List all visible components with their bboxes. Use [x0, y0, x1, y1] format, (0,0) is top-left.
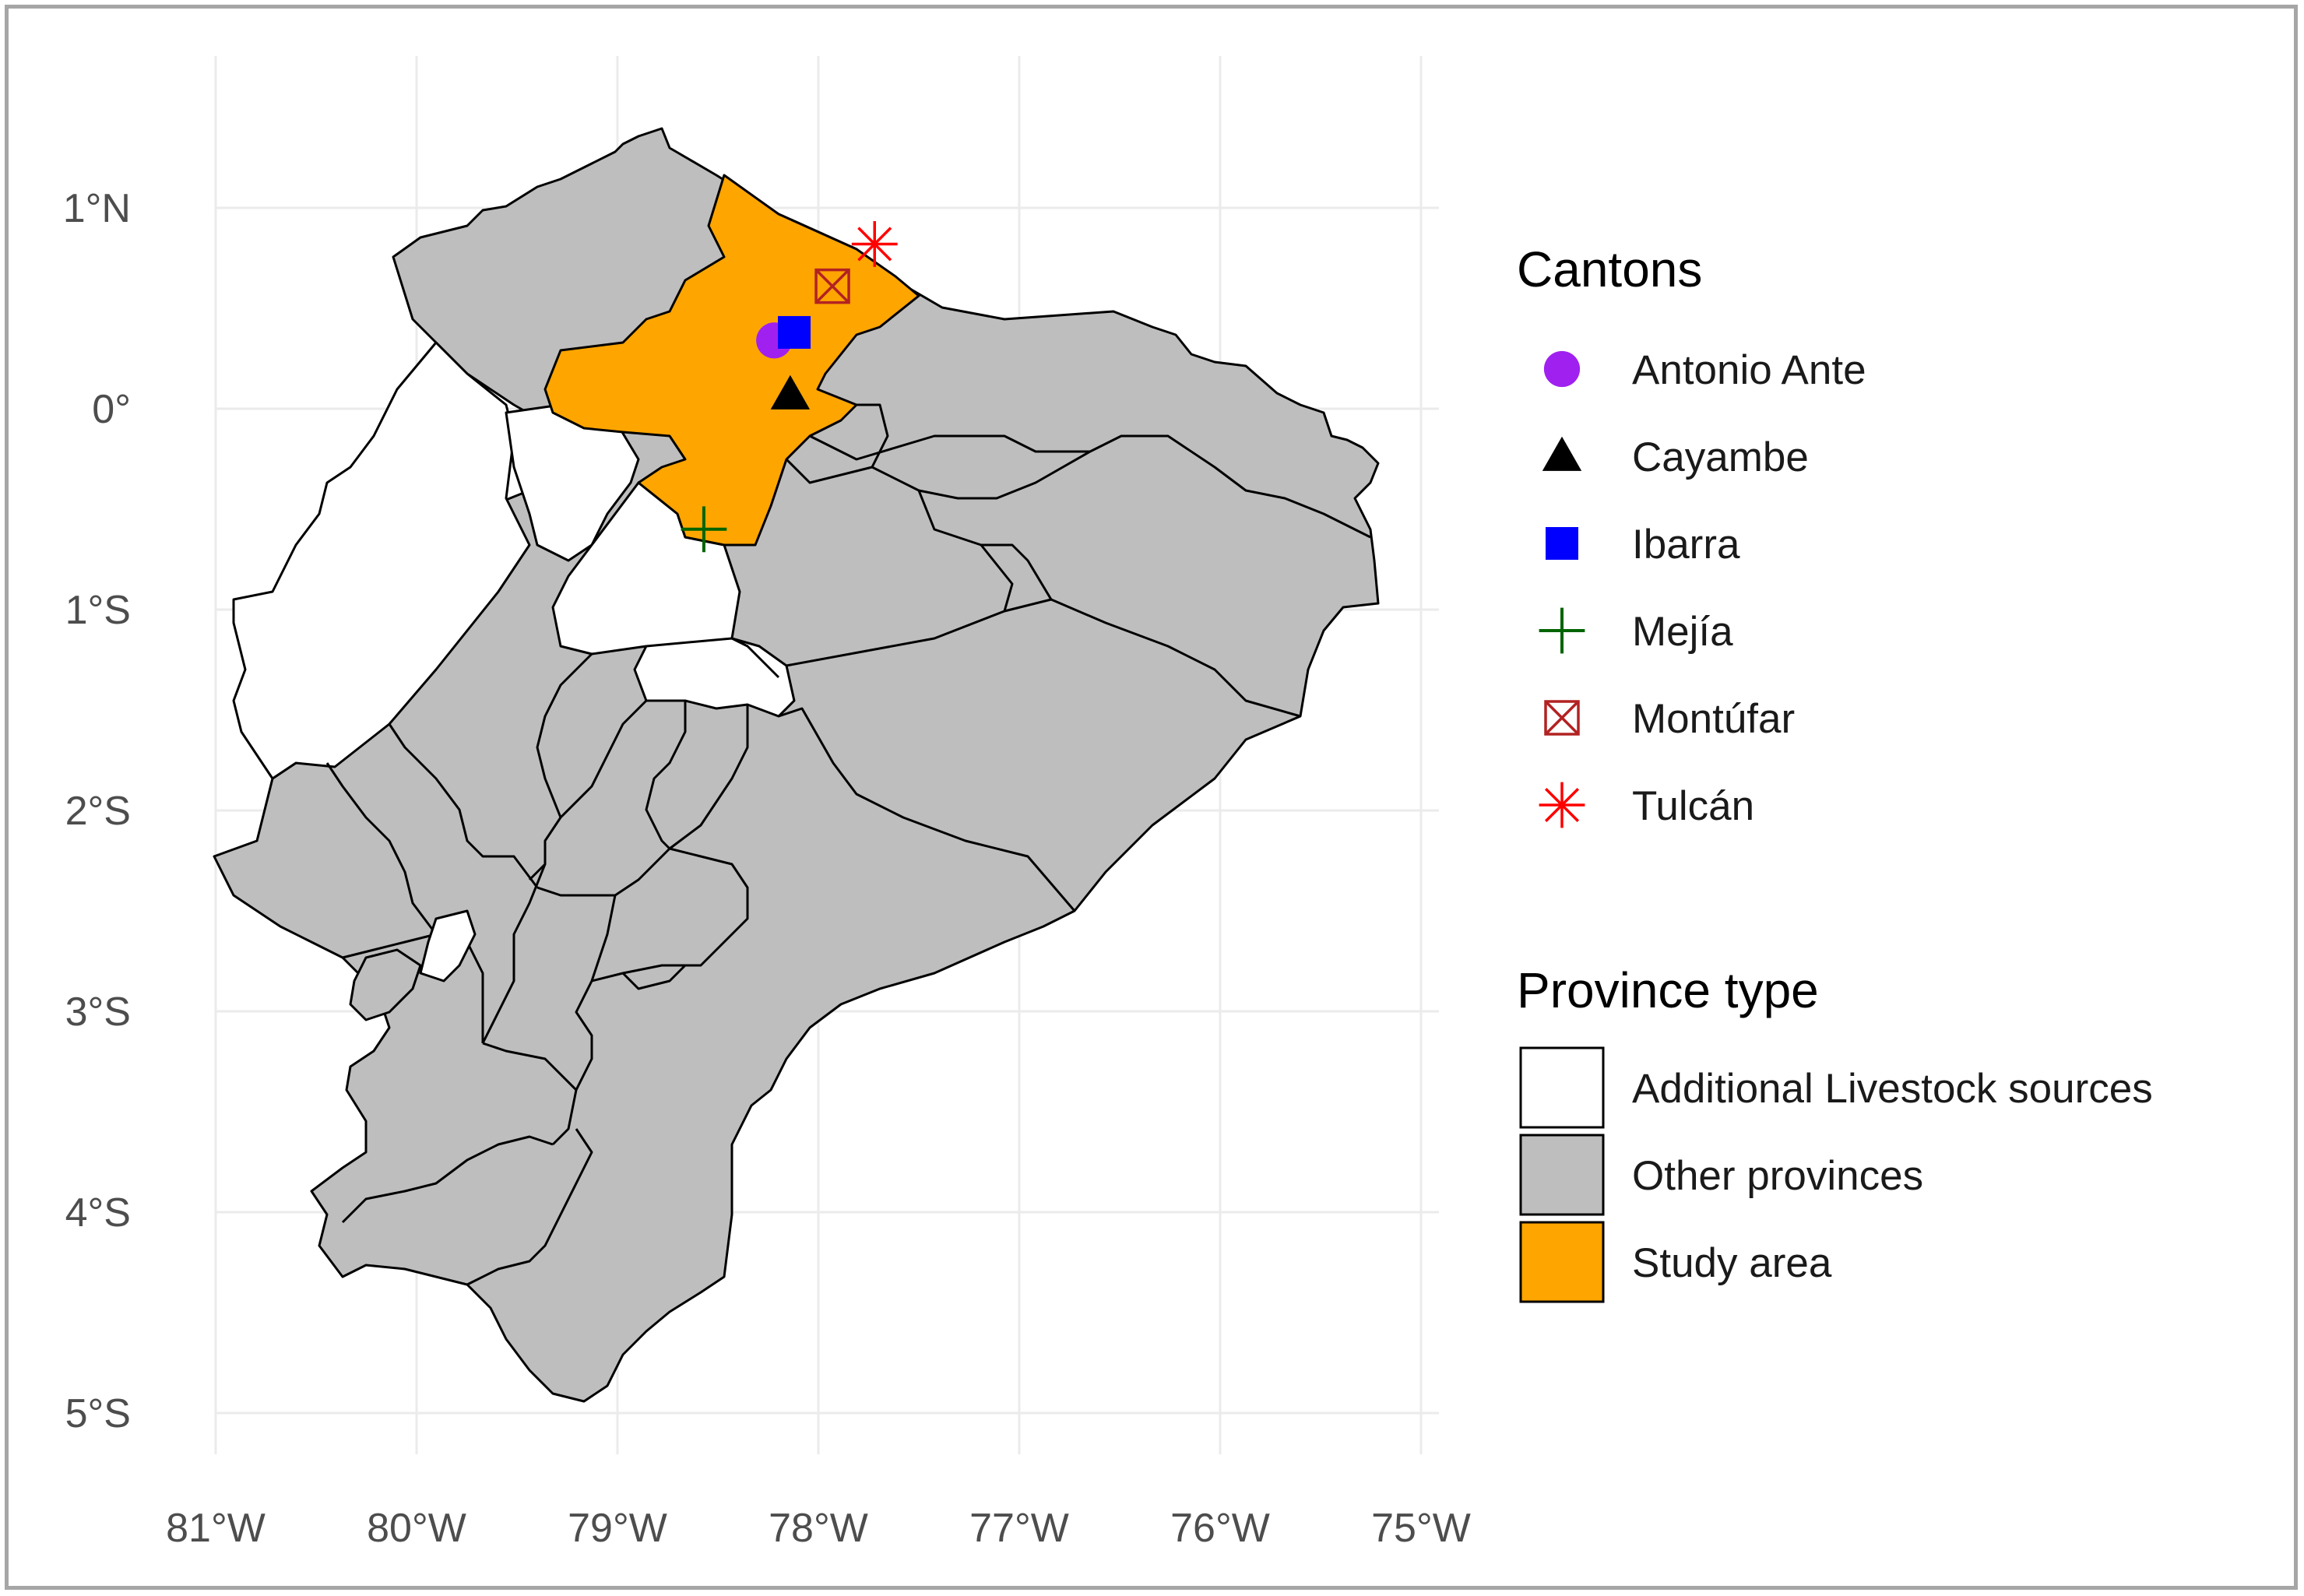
x-tick-label: 81°W [166, 1506, 266, 1551]
legend-label-canton: Cayambe [1632, 434, 1809, 480]
y-tick-label: 4°S [65, 1190, 131, 1236]
legend: Cantons Antonio Ante Cayambe Ibarra Mejía Mo… [1517, 241, 2153, 1303]
x-tick-label: 76°W [1170, 1506, 1270, 1551]
legend-swatch [1519, 1221, 1605, 1303]
legend-title-province-type: Province type [1517, 962, 1819, 1018]
legend-label-canton: Tulcán [1632, 783, 1754, 829]
marker-mej-a [681, 506, 727, 553]
puna-island [349, 948, 422, 1021]
y-tick-label: 1°S [65, 588, 131, 633]
province-legend-items: Additional Livestock sources Other provin… [1519, 1046, 2153, 1303]
legend-label-canton: Montúfar [1632, 696, 1795, 742]
x-tick-label: 79°W [568, 1506, 667, 1551]
legend-key-tulc-n [1539, 782, 1585, 828]
canton-markers [681, 221, 898, 553]
legend-title-cantons: Cantons [1517, 241, 1702, 297]
legend-key-ibarra [1546, 527, 1578, 560]
legend-label-canton: Ibarra [1632, 522, 1740, 568]
x-tick-label: 80°W [367, 1506, 466, 1551]
legend-key-antonio-ante [1543, 350, 1581, 388]
additional-sources-tungurahua [633, 637, 796, 718]
canton-legend-items: Antonio Ante Cayambe Ibarra Mejía Montúfar Tu… [1539, 347, 1866, 829]
gulf-island [419, 909, 477, 983]
legend-swatch [1519, 1046, 1605, 1129]
legend-swatch [1519, 1134, 1605, 1216]
y-tick-label: 3°S [65, 990, 131, 1035]
legend-label-canton: Antonio Ante [1632, 347, 1866, 393]
additional-sources-esmeraldas-manabi [232, 341, 531, 780]
other-provinces-region [213, 127, 1380, 1403]
internal-borders [325, 403, 1371, 1286]
axes: 81°W 80°W 79°W 78°W 77°W 76°W 75°W 1°N 0° 1°S 2°S 3… [63, 186, 1471, 1551]
provinces [213, 127, 1380, 1403]
legend-label-province: Study area [1632, 1240, 1832, 1286]
legend-key-mont-far [1544, 700, 1580, 736]
legend-label-province: Other provinces [1632, 1153, 1923, 1199]
marker-mont-far [814, 268, 850, 304]
legend-label-canton: Mejía [1632, 609, 1733, 655]
study-area-region [543, 174, 920, 547]
x-tick-label: 77°W [969, 1506, 1069, 1551]
y-tick-label: 5°S [65, 1391, 131, 1436]
legend-key-cayambe [1542, 436, 1582, 471]
y-tick-label: 0° [92, 387, 131, 432]
y-tick-label: 1°N [63, 186, 131, 231]
marker-ibarra [778, 315, 811, 349]
legend-label-province: Additional Livestock sources [1632, 1066, 2153, 1112]
marker-tulc-n [851, 221, 898, 267]
y-tick-label: 2°S [65, 789, 131, 834]
x-tick-label: 78°W [769, 1506, 868, 1551]
legend-key-mej-a [1539, 607, 1585, 654]
x-tick-label: 75°W [1371, 1506, 1471, 1551]
marker-cayambe [770, 374, 811, 410]
